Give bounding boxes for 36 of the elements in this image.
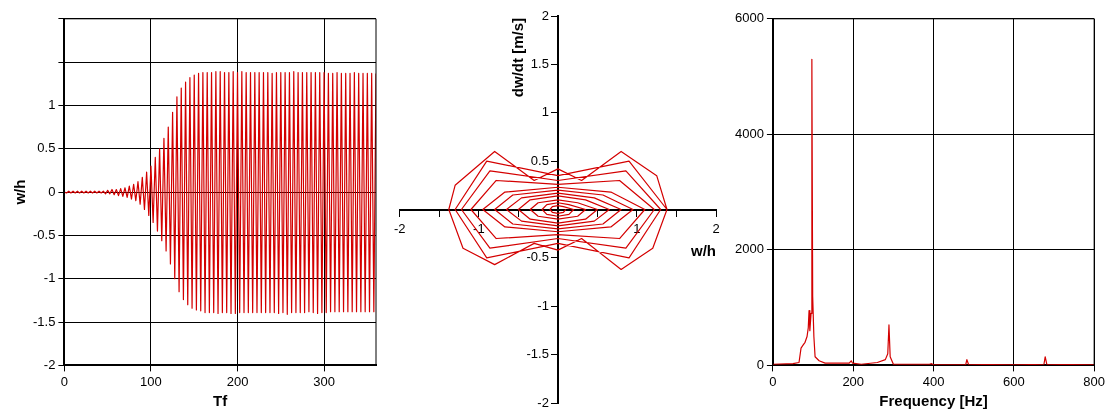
y-tick-label: 0 (756, 356, 764, 372)
x-tick-label: 300 (313, 373, 335, 389)
y-tick-label: 2 (541, 7, 549, 23)
y-tick-label: -2 (537, 394, 549, 410)
x-tick-label: 0 (60, 373, 69, 389)
y-tick-label: 2000 (735, 241, 764, 257)
x-tick-label: 400 (922, 373, 945, 389)
y-tick-label: -0.5 (32, 227, 56, 242)
y-tick-label: 0.5 (530, 152, 549, 168)
y-tick-label: 0 (48, 183, 56, 199)
x-tick-label: 800 (1083, 373, 1106, 389)
y-tick-label: -1 (43, 270, 56, 286)
x-axis-title: w/h (690, 242, 716, 260)
y-tick-label: 1.5 (530, 55, 549, 71)
y-axis-title: w/h (11, 179, 29, 206)
y-tick-label: 6000 (735, 10, 764, 26)
x-axis-title: Frequency [Hz] (879, 392, 988, 410)
x-tick-label: -2 (394, 220, 406, 236)
x-tick-label: 0 (769, 373, 777, 389)
x-tick-label: 1 (633, 220, 641, 236)
y-tick-label: -1 (537, 297, 549, 313)
y-tick-label: -1.5 (32, 313, 56, 329)
y-tick-label: 1 (48, 97, 56, 113)
y-tick-label: 1 (541, 104, 549, 120)
y-tick-label: 0.5 (37, 140, 56, 156)
x-tick-label: 100 (140, 373, 162, 389)
y-tick-label: -0.5 (526, 249, 549, 265)
y-tick-label: -1.5 (526, 346, 549, 362)
x-tick-label: 200 (842, 373, 865, 389)
y-axis-title: dw/dt [m/s] (508, 18, 526, 98)
x-tick-label: 200 (226, 373, 249, 389)
y-tick-label: -2 (43, 356, 56, 372)
y-tick-label: 4000 (735, 125, 764, 141)
x-axis-title: Tf (213, 392, 229, 410)
x-tick-label: 2 (712, 220, 720, 236)
x-tick-label: 600 (1002, 373, 1025, 389)
